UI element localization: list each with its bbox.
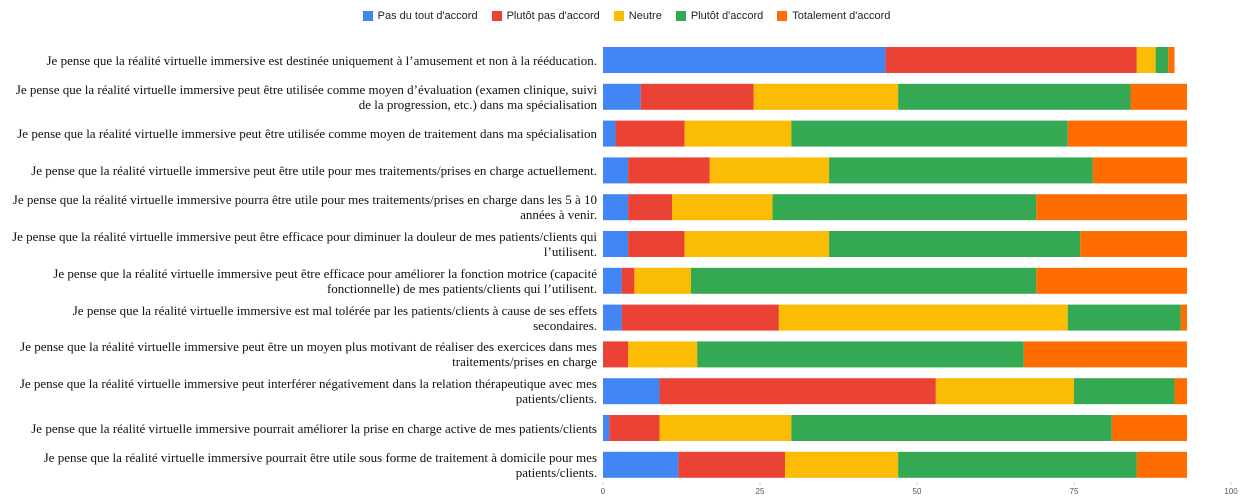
bar-segment [603, 83, 641, 110]
bar-segment [697, 341, 1024, 368]
bar-segment [1136, 47, 1156, 73]
legend: Pas du tout d'accord Plutôt pas d'accord N… [0, 10, 1253, 22]
bar-segment [659, 378, 936, 405]
bar-segment [684, 231, 830, 257]
bar-segment [1067, 120, 1188, 147]
bar-segment [603, 267, 622, 294]
category-label: Je pense que la réalité virtuelle immers… [43, 449, 597, 480]
bar-segment [935, 378, 1074, 405]
category-label: Je pense que la réalité virtuelle immers… [31, 162, 597, 178]
x-tick-label: 50 [913, 487, 922, 496]
category-label: Je pense que la réalité virtuelle immers… [19, 376, 597, 407]
bar-segment [603, 47, 886, 73]
bar-segment [621, 304, 779, 331]
legend-item: Plutôt pas d'accord [491, 10, 600, 22]
bar-segment [1036, 267, 1188, 294]
bar-segment [603, 341, 629, 368]
bar-segment [684, 120, 792, 147]
legend-label: Pas du tout d'accord [377, 10, 478, 22]
bar-segment [1180, 304, 1188, 331]
category-label: Je pense que la réalité virtuelle immers… [46, 52, 598, 68]
bar-segment [603, 304, 622, 331]
bar-segment [603, 231, 629, 257]
bar-segment [1168, 47, 1175, 73]
bar-segment [1130, 83, 1188, 110]
bar-segment [885, 47, 1137, 73]
bar-segment [1136, 451, 1188, 478]
bar-segment [628, 341, 698, 368]
bar-segment [829, 157, 1093, 184]
bar-segment [1036, 194, 1188, 221]
x-tick-label: 100 [1224, 487, 1238, 496]
category-label: Je pense que la réalité virtuelle immers… [15, 81, 597, 112]
bar-segment [898, 451, 1137, 478]
bar-segment [898, 83, 1131, 110]
bar-segment [785, 451, 899, 478]
bar-segment [628, 231, 685, 257]
category-label: Je pense que la réalité virtuelle immers… [20, 339, 597, 370]
bar-segment [791, 415, 1112, 441]
bar-segment [628, 157, 710, 184]
legend-label: Neutre [628, 10, 662, 22]
bar-segment [772, 194, 1037, 221]
bar-segment [1111, 415, 1188, 441]
bar-segment [1155, 47, 1169, 73]
x-tick-label: 75 [1070, 487, 1079, 496]
legend-swatch [491, 11, 502, 21]
bar-segment [603, 120, 616, 147]
legend-label: Totalement d'accord [792, 10, 891, 22]
bar-segment [603, 194, 629, 221]
bar-segment [1080, 231, 1188, 257]
bar-segment [603, 378, 660, 405]
bar-segment [690, 267, 1037, 294]
bar-segment [615, 120, 685, 147]
legend-label: Plutôt d'accord [690, 10, 764, 22]
legend-item: Neutre [613, 10, 662, 22]
bar-segment [640, 83, 754, 110]
bar-segment [829, 231, 1081, 257]
legend-swatch [613, 11, 624, 21]
bar-segment [659, 415, 792, 441]
category-label: Je pense que la réalité virtuelle immers… [12, 192, 597, 223]
bar-segment [603, 157, 629, 184]
bar-segment [634, 267, 691, 294]
category-label: Je pense que la réalité virtuelle immers… [72, 302, 597, 333]
category-label: Je pense que la réalité virtuelle immers… [17, 126, 597, 142]
bar-segment [1092, 157, 1188, 184]
bar-segment [709, 157, 830, 184]
bar-segment [791, 120, 1068, 147]
legend-item: Plutôt d'accord [675, 10, 764, 22]
x-tick-label: 0 [601, 487, 606, 496]
bar-segment [678, 451, 786, 478]
category-label: Je pense que la réalité virtuelle immers… [31, 420, 597, 436]
legend-item: Pas du tout d'accord [362, 10, 478, 22]
bar-segment [628, 194, 673, 221]
legend-swatch [675, 11, 686, 21]
legend-label: Plutôt pas d'accord [506, 10, 600, 22]
bar-segment [603, 415, 610, 441]
category-label: Je pense que la réalité virtuelle immers… [12, 229, 597, 259]
bar-segment [603, 451, 679, 478]
legend-item: Totalement d'accord [777, 10, 890, 22]
legend-swatch [777, 11, 788, 21]
x-tick-label: 25 [756, 487, 765, 496]
bar-segment [672, 194, 773, 221]
legend-swatch [362, 11, 373, 21]
bar-segment [621, 267, 635, 294]
bar-segment [609, 415, 660, 441]
bar-segment [1023, 341, 1188, 368]
bar-segment [1074, 378, 1175, 405]
bar-segment [1174, 378, 1188, 405]
bar-segment [1067, 304, 1181, 331]
bar-segment [753, 83, 899, 110]
bar-segment [778, 304, 1068, 331]
category-label: Je pense que la réalité virtuelle immers… [53, 265, 597, 296]
